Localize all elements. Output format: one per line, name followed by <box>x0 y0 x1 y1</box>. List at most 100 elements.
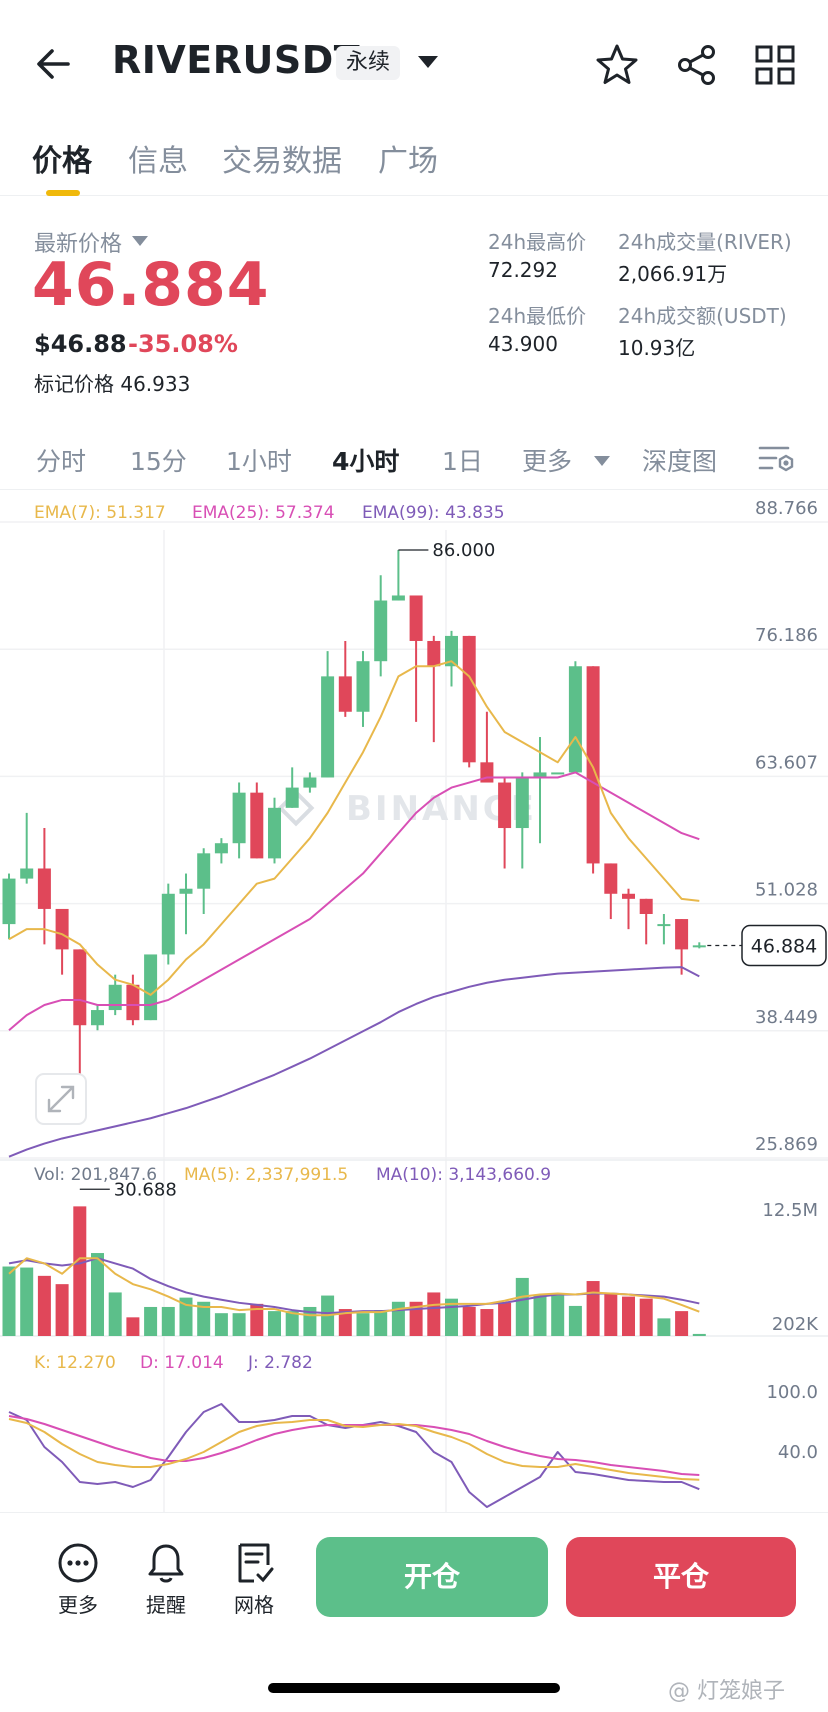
current-price-tag <box>741 924 827 967</box>
grid-trading-button[interactable]: 网格 <box>214 1541 294 1618</box>
latest-price-label[interactable]: 最新价格 <box>34 232 123 257</box>
alert-label: 提醒 <box>146 1593 186 1617</box>
low-value: 43.900 <box>488 332 558 356</box>
volume-bar <box>657 1318 671 1336</box>
ma10-legend: MA(10): 3,143,660.9 <box>376 1165 551 1185</box>
candle-body <box>568 666 582 773</box>
candle-body <box>126 984 140 1021</box>
open-position-button[interactable]: 开仓 <box>316 1537 548 1617</box>
interval-15m[interactable]: 15分 <box>130 447 187 476</box>
volume-bar <box>409 1301 423 1336</box>
volume-bar <box>498 1302 512 1336</box>
candle-body <box>622 893 635 899</box>
candle-body <box>250 792 264 859</box>
candle-body <box>374 600 388 662</box>
more-caret-icon[interactable] <box>594 456 610 466</box>
volume-bar <box>586 1281 600 1336</box>
volume-bar <box>268 1311 281 1336</box>
volume-bar <box>515 1277 529 1336</box>
mark-price-label: 标记价格 <box>34 372 114 396</box>
interval-1h[interactable]: 1小时 <box>226 447 292 476</box>
volume-label: 24h成交量(RIVER) <box>618 230 792 254</box>
price-axis-label: 51.028 <box>755 880 818 901</box>
active-tab-indicator <box>46 190 80 196</box>
symbol-dropdown-icon[interactable] <box>418 56 438 68</box>
candle-body <box>639 898 653 914</box>
star-icon[interactable] <box>592 40 642 90</box>
price-axis-label: 76.186 <box>755 625 818 646</box>
candle-body <box>675 919 689 950</box>
more-button[interactable]: 更多 <box>38 1541 118 1618</box>
candle-body <box>2 878 16 925</box>
share-icon[interactable] <box>672 40 722 90</box>
interval-4h[interactable]: 4小时 <box>332 447 400 476</box>
volume-bar <box>2 1266 16 1336</box>
grid-strategy-icon <box>238 1543 274 1583</box>
candle-body <box>37 868 51 909</box>
latest-price-caret-icon[interactable] <box>132 236 148 246</box>
low-label: 24h最低价 <box>488 304 587 328</box>
volume-bar <box>675 1311 689 1336</box>
volume-bars <box>2 1206 706 1336</box>
top-bar: RIVERUSDT 永续 <box>0 0 828 125</box>
volume-legend: Vol: 201,847.6 <box>34 1165 157 1185</box>
kdj-axis-label: 40.0 <box>778 1442 818 1463</box>
volume-bar <box>427 1292 441 1336</box>
candle-body <box>179 888 193 894</box>
candle-body <box>197 853 211 889</box>
mark-price: 标记价格 46.933 <box>34 368 190 397</box>
expand-icon <box>47 1085 75 1113</box>
candle-body <box>214 843 228 854</box>
perpetual-badge: 永续 <box>336 46 401 80</box>
interval-more[interactable]: 更多 <box>522 447 573 476</box>
ema99-legend: EMA(99): 43.835 <box>362 503 505 523</box>
high-price-label: 86.000 <box>432 540 495 561</box>
price-axis-label: 88.766 <box>755 498 818 519</box>
kdj-lines <box>8 1403 700 1508</box>
candle-body <box>232 792 246 844</box>
grid-menu-icon[interactable] <box>750 40 800 90</box>
turnover-value: 10.93亿 <box>618 336 696 360</box>
chart-settings-icon[interactable] <box>758 442 798 478</box>
high-value: 72.292 <box>488 258 558 282</box>
candle-body <box>657 924 671 927</box>
candle-body <box>409 595 423 641</box>
ema25-legend: EMA(25): 57.374 <box>192 503 335 523</box>
home-indicator <box>268 1683 560 1693</box>
close-position-button[interactable]: 平仓 <box>566 1537 796 1617</box>
tab-trading-data[interactable]: 交易数据 <box>222 144 342 179</box>
candle-body <box>586 666 600 864</box>
back-arrow-icon[interactable] <box>30 40 78 88</box>
symbol-title[interactable]: RIVERUSDT <box>112 38 361 82</box>
k-legend: K: 12.270 <box>34 1353 116 1373</box>
volume-bar <box>533 1294 547 1336</box>
candle-body <box>445 635 458 667</box>
volume-bar <box>126 1317 140 1336</box>
candle-body <box>551 772 565 775</box>
volume-axis-label: 202K <box>772 1314 819 1335</box>
alert-button[interactable]: 提醒 <box>126 1541 206 1618</box>
volume-bar <box>622 1296 635 1336</box>
candle-body <box>161 893 175 955</box>
tab-square[interactable]: 广场 <box>378 144 438 179</box>
volume-bar <box>37 1275 51 1336</box>
candle-body <box>427 640 441 667</box>
volume-bar <box>374 1310 388 1336</box>
tab-info[interactable]: 信息 <box>128 144 188 179</box>
candle-body <box>356 661 370 712</box>
candle-body <box>338 676 352 712</box>
interval-time[interactable]: 分时 <box>36 447 87 476</box>
ema7-line <box>8 660 700 996</box>
volume-bar <box>179 1297 193 1336</box>
depth-chart-tab[interactable]: 深度图 <box>642 447 718 476</box>
more-label: 更多 <box>58 1593 98 1617</box>
candle-body <box>533 772 547 778</box>
tab-price[interactable]: 价格 <box>32 144 92 179</box>
interval-1d[interactable]: 1日 <box>442 447 483 476</box>
price-axis-label: 25.869 <box>755 1134 818 1155</box>
expand-chart-button[interactable] <box>35 1073 87 1125</box>
volume-bar <box>338 1309 352 1336</box>
volume-bar <box>214 1313 228 1336</box>
candle-body <box>303 777 317 788</box>
